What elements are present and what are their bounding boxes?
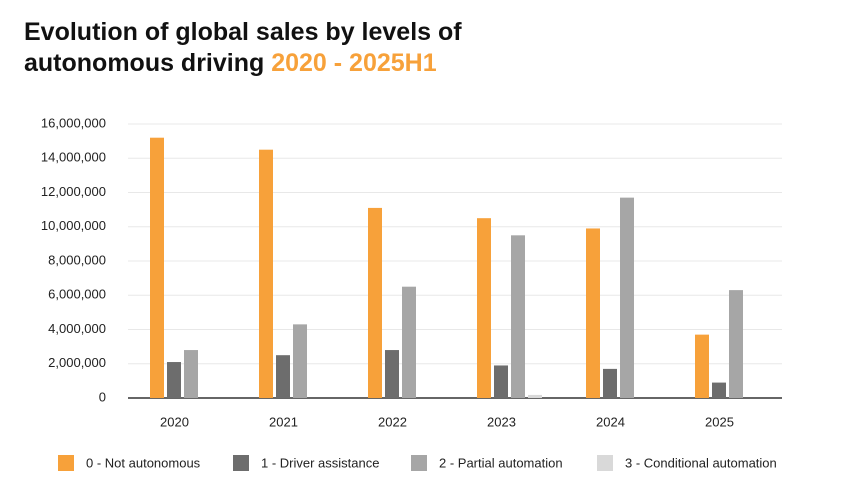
chart-title-line1: Evolution of global sales by levels of (24, 18, 462, 46)
y-tick-label: 14,000,000 (41, 150, 106, 165)
y-tick-label: 16,000,000 (41, 115, 106, 130)
y-tick-label: 2,000,000 (48, 355, 106, 370)
y-tick-label: 12,000,000 (41, 184, 106, 199)
legend-label: 3 - Conditional automation (625, 455, 777, 470)
bar (368, 207, 382, 398)
chart-title-line2: autonomous driving 2020 - 2025H1 (24, 49, 437, 77)
y-tick-label: 8,000,000 (48, 252, 106, 267)
y-tick-label: 4,000,000 (48, 321, 106, 336)
legend-swatch (597, 455, 613, 471)
bar (150, 137, 164, 398)
x-tick-label: 2021 (269, 414, 298, 429)
bar (511, 235, 525, 398)
bar (167, 362, 181, 398)
bar (385, 350, 399, 398)
x-tick-label: 2020 (160, 414, 189, 429)
bar (586, 228, 600, 398)
bar (259, 149, 273, 398)
legend-swatch (233, 455, 249, 471)
legend-swatch (58, 455, 74, 471)
bar (477, 218, 491, 398)
bar (402, 286, 416, 398)
bar (528, 394, 542, 398)
legend-label: 1 - Driver assistance (261, 455, 379, 470)
y-tick-label: 10,000,000 (41, 218, 106, 233)
bar (695, 334, 709, 398)
bar (603, 368, 617, 398)
chart-title: Evolution of global sales by levels of (24, 18, 462, 46)
bar (729, 290, 743, 398)
bar (712, 382, 726, 398)
x-tick-label: 2024 (596, 414, 625, 429)
bar (494, 365, 508, 398)
bar (184, 350, 198, 398)
bar (276, 355, 290, 398)
y-tick-label: 6,000,000 (48, 287, 106, 302)
legend-label: 0 - Not autonomous (86, 455, 201, 470)
bar (293, 324, 307, 398)
x-tick-label: 2023 (487, 414, 516, 429)
chart-title-highlight: 2020 - 2025H1 (271, 49, 437, 77)
chart-title-rest: autonomous driving (24, 49, 271, 77)
bar (620, 197, 634, 398)
legend-swatch (411, 455, 427, 471)
x-tick-label: 2022 (378, 414, 407, 429)
x-tick-label: 2025 (705, 414, 734, 429)
legend-label: 2 - Partial automation (439, 455, 563, 470)
y-tick-label: 0 (99, 389, 106, 404)
